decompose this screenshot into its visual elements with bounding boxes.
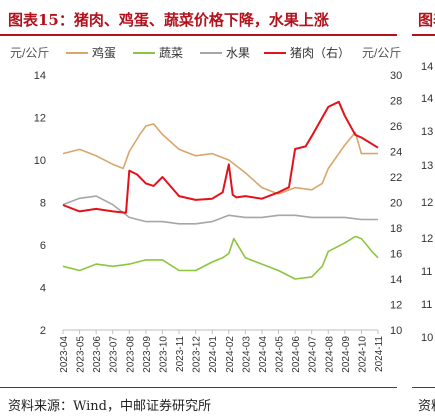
series-line-pork xyxy=(62,100,379,214)
x-tick-label: 2024-04 xyxy=(258,336,269,373)
next-panel-source: 资料 xyxy=(418,399,435,414)
x-tick-label: 2023-06 xyxy=(92,336,103,373)
x-tick-label: 2024-07 xyxy=(308,336,319,373)
x-tick-label: 2024-08 xyxy=(324,336,335,373)
next-panel-tick-label: 13 xyxy=(421,126,433,138)
right-tick-label: 22 xyxy=(390,172,402,184)
next-title-rule xyxy=(412,34,435,36)
x-tick-label: 2024-06 xyxy=(291,336,302,373)
right-tick-label: 26 xyxy=(390,121,402,133)
series-layer xyxy=(62,100,379,280)
x-tick-label: 2024-11 xyxy=(374,336,385,372)
x-tick-label: 2024-05 xyxy=(275,336,286,373)
x-tick-label: 2024-03 xyxy=(241,336,252,373)
left-axis: 2 4 6 8 10 12 14 xyxy=(34,70,46,337)
x-tick-label: 2023-07 xyxy=(109,336,120,373)
next-panel-tick-label: 13 xyxy=(421,160,433,172)
series-line-fruit xyxy=(62,195,378,225)
left-tick-label: 6 xyxy=(40,240,46,252)
legend-label-egg: 鸡蛋 xyxy=(92,45,116,60)
x-tick-label: 2023-04 xyxy=(59,336,70,373)
left-tick-label: 10 xyxy=(34,155,46,167)
right-tick-label: 20 xyxy=(390,198,402,210)
x-tick-label: 2023-09 xyxy=(142,336,153,373)
x-tick-label: 2023-12 xyxy=(192,336,203,373)
x-tick-label: 2023-10 xyxy=(158,336,169,373)
left-tick-label: 8 xyxy=(40,198,46,210)
left-tick-label: 2 xyxy=(40,325,46,337)
next-panel-tick-label: 11 xyxy=(421,266,432,278)
x-tick-label: 2023-05 xyxy=(76,336,87,373)
right-tick-label: 16 xyxy=(390,249,402,261)
series-line-vegetable xyxy=(62,235,379,280)
title-rule xyxy=(0,34,397,36)
x-tick-label: 2024-01 xyxy=(208,336,219,373)
next-panel-tick-label: 11 xyxy=(421,299,432,311)
right-tick-label: 28 xyxy=(390,96,402,108)
series-line-egg xyxy=(62,123,378,195)
next-panel-tick-label: 14 xyxy=(421,61,433,73)
right-tick-label: 18 xyxy=(390,223,402,235)
x-tick-label: 2023-11 xyxy=(175,336,186,372)
x-tick-label: 2024-10 xyxy=(357,336,368,373)
next-panel-tick-label: 14 xyxy=(421,93,433,105)
next-panel-axis: 14 14 13 13 12 12 11 11 10 xyxy=(421,61,433,344)
next-panel-title: 图表 xyxy=(418,11,435,29)
left-tick-label: 12 xyxy=(34,113,46,125)
legend-label-pork: 猪肉（右） xyxy=(290,45,350,60)
left-tick-label: 14 xyxy=(34,70,46,82)
next-panel-tick-label: 10 xyxy=(421,332,433,344)
x-tick-label: 2023-08 xyxy=(125,336,136,373)
x-tick-label: 2024-09 xyxy=(341,336,352,373)
next-panel-tick-label: 12 xyxy=(421,197,433,209)
right-axis: 10 12 14 16 18 20 22 24 26 28 30 xyxy=(390,70,402,337)
legend-label-fruit: 水果 xyxy=(226,46,250,60)
right-tick-label: 10 xyxy=(390,325,402,337)
x-axis: 2023-04 2023-05 2023-06 2023-07 2023-08 2023-… xyxy=(59,330,385,373)
legend-label-vegetable: 蔬菜 xyxy=(159,46,183,60)
right-tick-label: 30 xyxy=(390,70,402,82)
chart-legend: 元/公斤 鸡蛋 蔬菜 水果 猪肉（右） 元/公斤 xyxy=(10,45,401,60)
right-tick-label: 14 xyxy=(390,274,402,286)
source-note: 资料来源：Wind，中邮证券研究所 xyxy=(8,399,211,414)
next-panel-tick-label: 12 xyxy=(421,233,433,245)
right-tick-label: 24 xyxy=(390,147,402,159)
source-rule xyxy=(0,387,397,388)
next-source-rule xyxy=(412,387,435,388)
left-tick-label: 4 xyxy=(40,283,46,295)
chart-title: 图表15：猪肉、鸡蛋、蔬菜价格下降，水果上涨 xyxy=(8,11,329,29)
right-axis-unit: 元/公斤 xyxy=(362,46,401,60)
left-axis-unit: 元/公斤 xyxy=(10,46,49,60)
x-tick-label: 2024-02 xyxy=(225,336,236,373)
right-tick-label: 12 xyxy=(390,300,402,312)
